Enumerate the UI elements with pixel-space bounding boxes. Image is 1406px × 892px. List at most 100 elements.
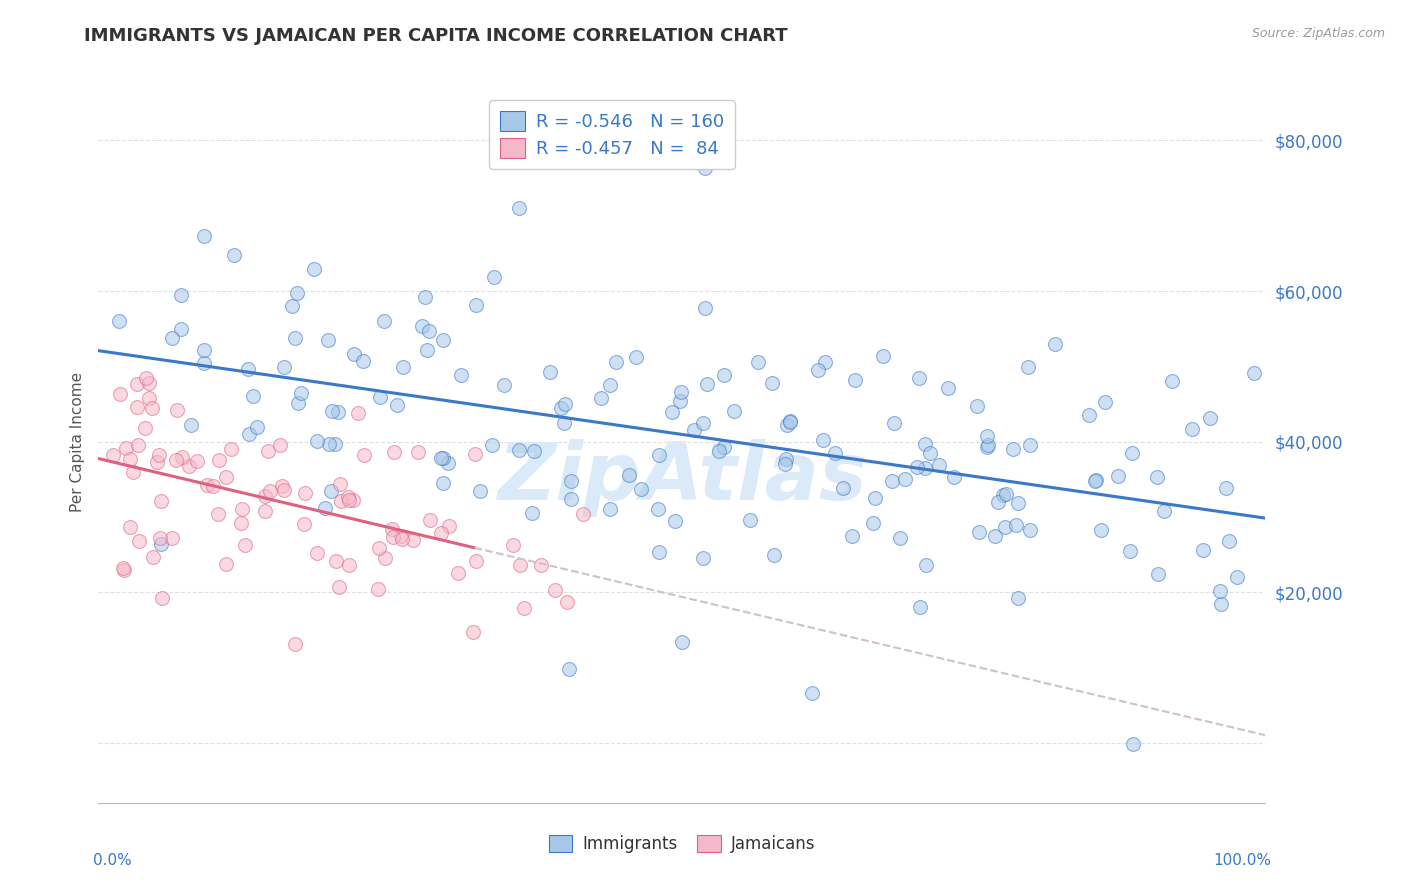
Point <box>429 451 451 466</box>
Point <box>1209 597 1232 611</box>
Point <box>1215 481 1237 495</box>
Point <box>1005 517 1028 532</box>
Point <box>323 436 346 450</box>
Point <box>1218 534 1240 549</box>
Point <box>229 516 252 530</box>
Point <box>969 524 991 539</box>
Point <box>343 347 366 361</box>
Point <box>368 541 391 555</box>
Point <box>221 442 243 456</box>
Point <box>328 580 350 594</box>
Point <box>374 551 396 566</box>
Point <box>246 419 269 434</box>
Point <box>329 477 352 491</box>
Point <box>290 386 312 401</box>
Point <box>215 469 238 483</box>
Point <box>484 269 506 284</box>
Point <box>1192 543 1215 558</box>
Point <box>1209 584 1232 599</box>
Point <box>713 368 735 383</box>
Point <box>492 378 515 392</box>
Point <box>824 446 846 460</box>
Point <box>127 377 149 392</box>
Point <box>281 299 304 313</box>
Point <box>775 451 797 466</box>
Point <box>1077 408 1099 422</box>
Point <box>1243 366 1265 380</box>
Point <box>418 324 440 338</box>
Point <box>411 318 433 333</box>
Point <box>605 355 627 369</box>
Point <box>914 558 936 572</box>
Point <box>138 391 160 405</box>
Point <box>318 437 340 451</box>
Point <box>801 685 824 699</box>
Point <box>195 477 218 491</box>
Point <box>905 459 928 474</box>
Point <box>943 470 966 484</box>
Point <box>179 458 201 473</box>
Point <box>1107 468 1129 483</box>
Point <box>233 538 256 552</box>
Point <box>121 465 143 479</box>
Point <box>321 404 343 418</box>
Point <box>128 533 150 548</box>
Point <box>380 522 402 536</box>
Point <box>693 301 716 315</box>
Point <box>669 385 692 400</box>
Point <box>160 331 183 345</box>
Point <box>509 558 531 572</box>
Point <box>713 440 735 454</box>
Point <box>215 557 238 571</box>
Point <box>432 475 454 490</box>
Point <box>135 371 157 385</box>
Point <box>599 501 621 516</box>
Point <box>1084 474 1107 488</box>
Point <box>432 334 454 348</box>
Point <box>775 457 797 471</box>
Point <box>747 355 769 369</box>
Point <box>530 558 553 573</box>
Point <box>841 529 863 543</box>
Point <box>844 373 866 387</box>
Point <box>468 484 491 499</box>
Point <box>367 582 389 597</box>
Point <box>450 368 472 383</box>
Point <box>134 420 156 434</box>
Point <box>419 513 441 527</box>
Point <box>437 519 460 533</box>
Y-axis label: Per Capita Income: Per Capita Income <box>69 371 84 512</box>
Point <box>464 298 486 312</box>
Point <box>882 475 904 489</box>
Point <box>231 501 253 516</box>
Point <box>284 637 307 651</box>
Point <box>294 486 316 500</box>
Point <box>160 531 183 545</box>
Point <box>370 390 392 404</box>
Point <box>661 404 683 418</box>
Point <box>382 445 405 459</box>
Point <box>991 488 1014 502</box>
Point <box>259 484 281 499</box>
Point <box>1146 470 1168 484</box>
Point <box>416 343 439 357</box>
Point <box>108 387 131 401</box>
Point <box>389 529 412 543</box>
Point <box>914 437 936 451</box>
Point <box>591 391 613 405</box>
Point <box>464 446 486 460</box>
Point <box>779 415 801 429</box>
Point <box>392 359 415 374</box>
Point <box>381 530 404 544</box>
Point <box>150 591 173 605</box>
Point <box>120 520 142 534</box>
Point <box>302 262 325 277</box>
Point <box>385 398 408 412</box>
Point <box>1153 504 1175 518</box>
Point <box>762 548 785 562</box>
Point <box>270 479 292 493</box>
Point <box>977 437 1000 451</box>
Point <box>502 538 524 552</box>
Point <box>553 416 575 430</box>
Point <box>696 377 718 392</box>
